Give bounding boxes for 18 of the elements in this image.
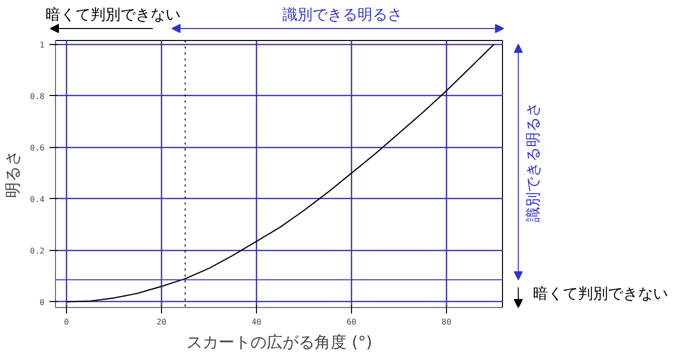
text: 暗くて判別できない [46,6,181,24]
y-tick-label: 0 [40,298,45,307]
x-tick-label: 40 [252,318,262,326]
y-tick-label: 0.8 [30,92,45,101]
y-tick-label: 0.6 [30,143,45,152]
y-axis-title: 明るさ [3,150,22,198]
y-tick-label: 1 [40,40,45,50]
text: 暗くて判別できない [533,284,668,303]
x-tick-label: 0 [64,318,70,326]
x-tick-label: 20 [156,318,166,326]
line-series [66,44,495,302]
y-tick-label: 0.4 [30,194,45,204]
text: 識別できる明るさ [282,6,403,24]
text: 識別できる明るさ [524,102,542,222]
x-axis-title: スカートの広がる角度 (°) [186,332,372,352]
x-tick-label: 60 [346,318,356,326]
y-tick-label: 0.2 [30,246,45,256]
x-tick-label: 80 [442,318,452,326]
